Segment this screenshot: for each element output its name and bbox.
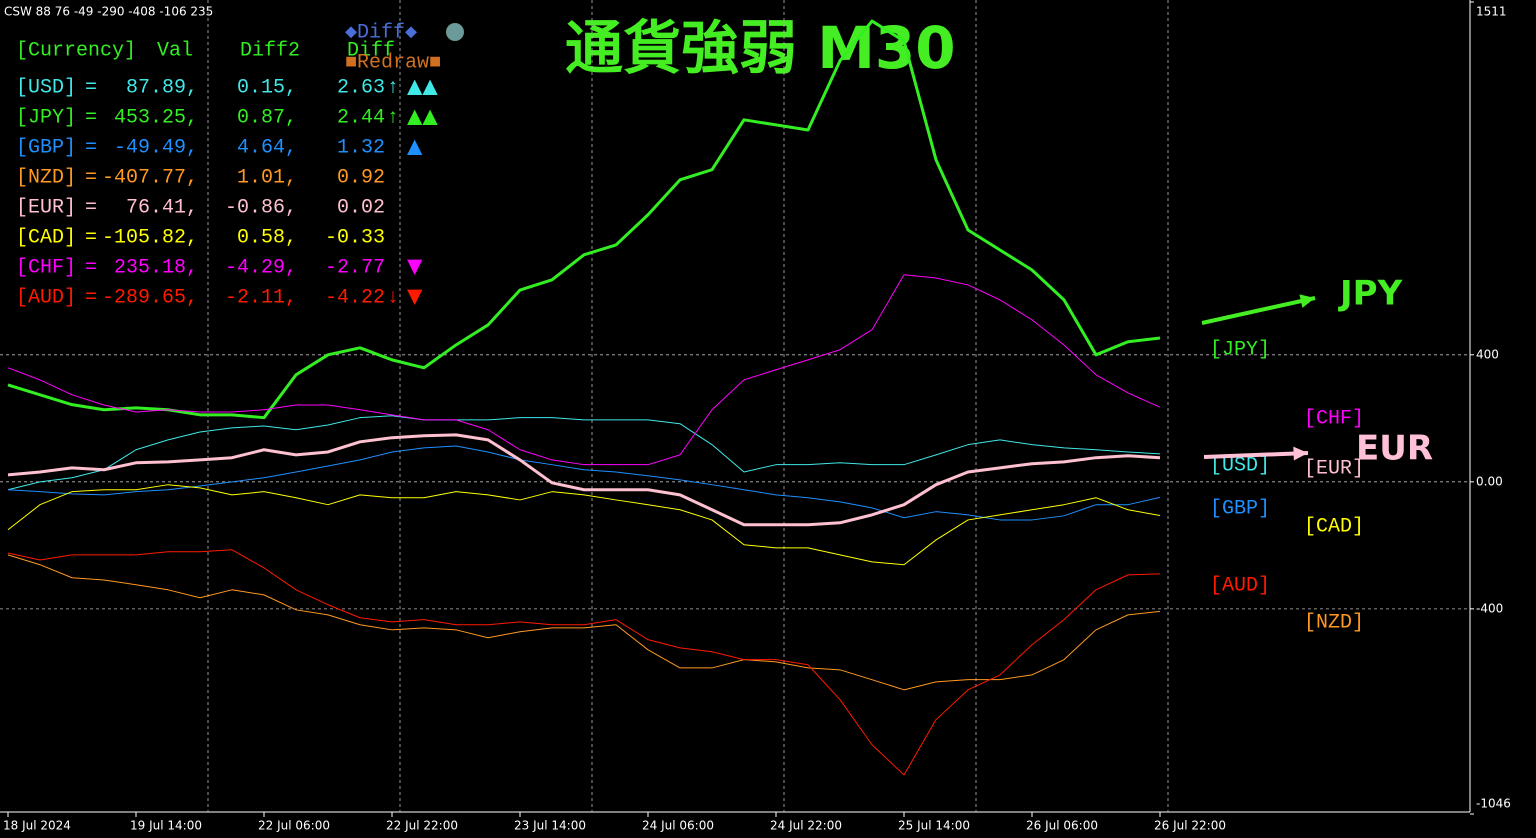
row-diff: 2.63	[337, 76, 385, 99]
row-diff: 0.92	[337, 166, 385, 189]
panel-header: Val	[157, 39, 193, 62]
row-name: [AUD]	[16, 286, 76, 309]
row-arrow: ↑	[387, 76, 399, 99]
row-eq: =	[85, 196, 97, 219]
row-eq: =	[85, 256, 97, 279]
row-icons: ▼	[407, 284, 423, 308]
panel-header: Diff	[347, 39, 395, 62]
row-icons: ▼	[407, 254, 423, 278]
row-diff: 1.32	[337, 136, 385, 159]
row-diff2: -4.29,	[225, 256, 297, 279]
series-label: [CAD]	[1304, 515, 1364, 538]
diff-button[interactable]: ◆Diff◆	[345, 21, 417, 44]
series-label: [CHF]	[1304, 407, 1364, 430]
row-eq: =	[85, 136, 97, 159]
row-diff: -0.33	[325, 226, 385, 249]
series-line	[7, 554, 1161, 691]
row-diff2: 4.64,	[237, 136, 297, 159]
x-tick-label: 18 Jul 2024	[3, 819, 71, 833]
x-tick-label: 22 Jul 22:00	[386, 819, 458, 833]
row-name: [EUR]	[16, 196, 76, 219]
x-tick-label: 24 Jul 06:00	[642, 819, 714, 833]
row-eq: =	[85, 226, 97, 249]
row-diff2: -0.86,	[225, 196, 297, 219]
row-diff2: 0.58,	[237, 226, 297, 249]
row-name: [USD]	[16, 76, 76, 99]
series-label: [JPY]	[1210, 338, 1270, 361]
row-icons: ▲▲	[407, 74, 438, 98]
series-label: [GBP]	[1210, 497, 1270, 520]
y-tick-label: 0.00	[1476, 474, 1503, 488]
annotation-arrowhead	[1299, 294, 1315, 308]
series-line	[7, 549, 1161, 776]
series-line	[7, 433, 1161, 527]
annotation-arrowhead	[1293, 446, 1308, 461]
x-tick-label: 22 Jul 06:00	[258, 819, 330, 833]
annotation: JPY	[1338, 274, 1403, 314]
x-tick-label: 26 Jul 22:00	[1154, 819, 1226, 833]
row-diff2: -2.11,	[225, 286, 297, 309]
series-label: [USD]	[1210, 454, 1270, 477]
row-val: -105.82,	[102, 226, 198, 249]
row-name: [CAD]	[16, 226, 76, 249]
row-name: [NZD]	[16, 166, 76, 189]
row-val: 453.25,	[114, 106, 198, 129]
row-eq: =	[85, 286, 97, 309]
series-label: [NZD]	[1304, 611, 1364, 634]
series-label: [AUD]	[1210, 574, 1270, 597]
x-tick-label: 19 Jul 14:00	[130, 819, 202, 833]
panel-header: [Currency]	[16, 39, 136, 62]
annotation: EUR	[1356, 429, 1433, 469]
row-val: -289.65,	[102, 286, 198, 309]
x-tick-label: 26 Jul 06:00	[1026, 819, 1098, 833]
y-tick-label: 400	[1476, 347, 1499, 361]
row-diff2: 1.01,	[237, 166, 297, 189]
x-tick-label: 25 Jul 14:00	[898, 819, 970, 833]
series-line	[7, 484, 1161, 566]
row-eq: =	[85, 106, 97, 129]
row-eq: =	[85, 166, 97, 189]
row-diff: 0.02	[337, 196, 385, 219]
series-line	[7, 19, 1161, 420]
row-val: 235.18,	[114, 256, 198, 279]
row-icons: ▲	[407, 134, 423, 158]
row-diff: 2.44	[337, 106, 385, 129]
row-val: 87.89,	[126, 76, 198, 99]
row-val: 76.41,	[126, 196, 198, 219]
row-val: -49.49,	[114, 136, 198, 159]
x-tick-label: 24 Jul 22:00	[770, 819, 842, 833]
annotation-arrow	[1201, 296, 1316, 325]
row-name: [JPY]	[16, 106, 76, 129]
chart-title: 通貨強弱 M30	[565, 14, 956, 82]
row-diff: -4.22	[325, 286, 385, 309]
row-diff2: 0.15,	[237, 76, 297, 99]
status-dot[interactable]	[446, 23, 464, 41]
series-line	[7, 445, 1161, 521]
series-line	[7, 274, 1161, 466]
series-label: [EUR]	[1304, 457, 1364, 480]
series-line	[7, 415, 1161, 491]
row-val: -407.77,	[102, 166, 198, 189]
subtitle: CSW 88 76 -49 -290 -408 -106 235	[4, 5, 213, 19]
y-tick-label: -1046	[1476, 797, 1511, 811]
row-name: [GBP]	[16, 136, 76, 159]
row-arrow: ↓	[387, 286, 399, 309]
x-tick-label: 23 Jul 14:00	[514, 819, 586, 833]
row-arrow: ↑	[387, 106, 399, 129]
panel-header: Diff2	[240, 39, 300, 62]
row-diff2: 0.87,	[237, 106, 297, 129]
y-tick-label: 1511	[1476, 5, 1507, 19]
annotation-arrow	[1203, 451, 1309, 459]
redraw-button[interactable]: ■Redraw■	[345, 51, 441, 74]
row-name: [CHF]	[16, 256, 76, 279]
row-icons: ▲▲	[407, 104, 438, 128]
y-tick-label: -400	[1476, 601, 1503, 615]
row-diff: -2.77	[325, 256, 385, 279]
row-eq: =	[85, 76, 97, 99]
